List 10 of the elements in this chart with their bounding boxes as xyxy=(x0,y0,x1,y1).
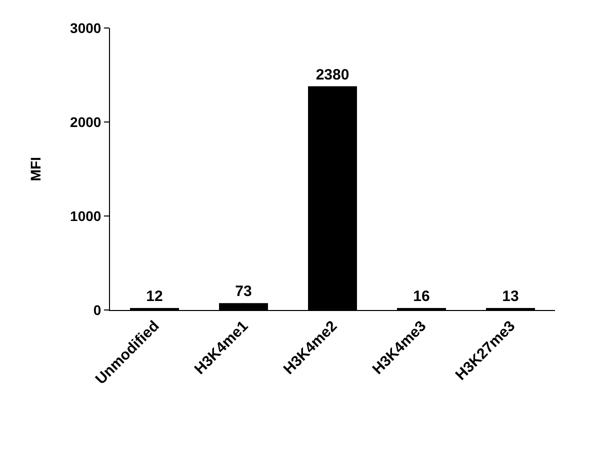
data-label: 16 xyxy=(413,288,430,305)
data-label: 13 xyxy=(502,288,519,305)
y-tick-label: 0 xyxy=(93,302,102,318)
y-axis-title: MFI xyxy=(28,156,44,182)
data-label: 2380 xyxy=(316,66,350,84)
y-tick-label: 1000 xyxy=(70,208,102,224)
data-label: 73 xyxy=(235,283,252,300)
data-label: 12 xyxy=(146,288,163,305)
y-tick-label: 3000 xyxy=(70,20,102,36)
y-tick-label: 2000 xyxy=(70,114,102,130)
